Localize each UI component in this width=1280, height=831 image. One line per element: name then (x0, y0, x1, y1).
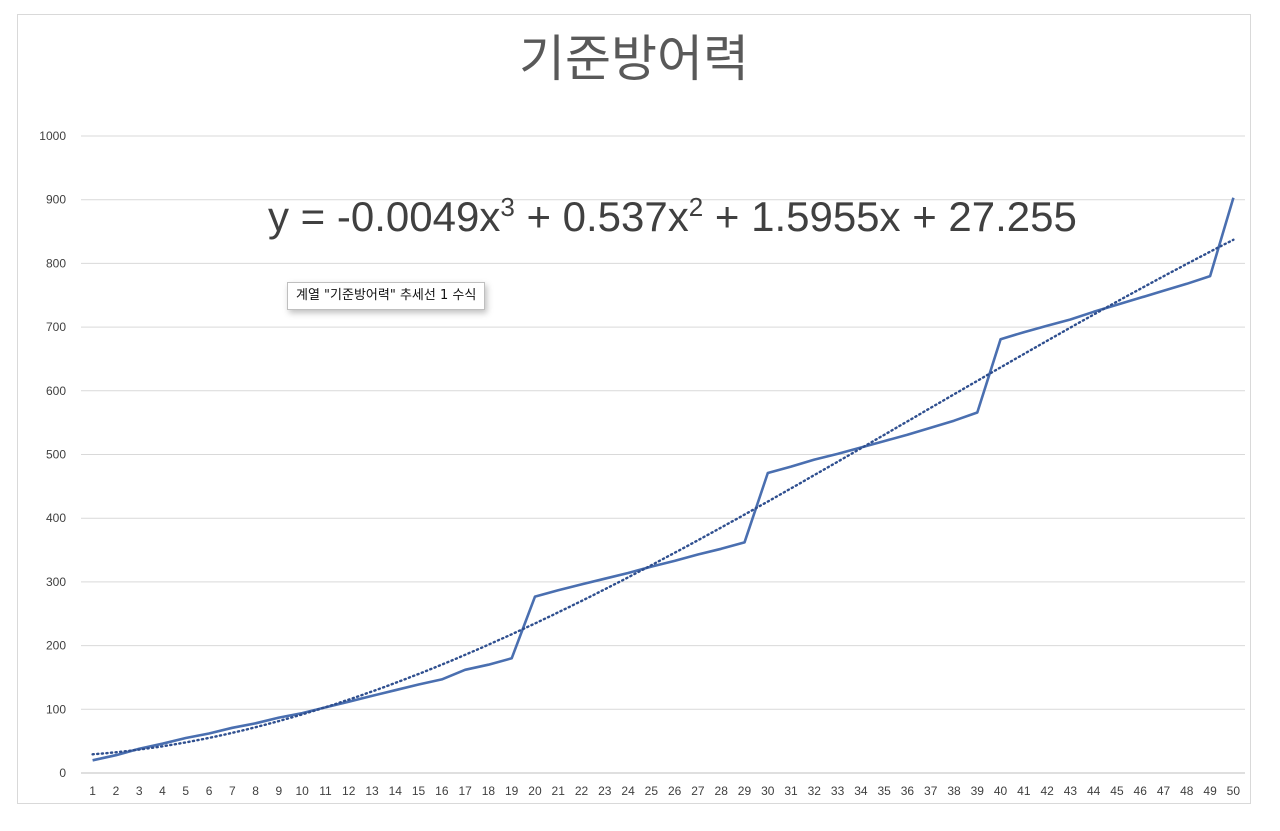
x-tick-label: 11 (319, 784, 332, 798)
x-tick-label: 23 (598, 784, 612, 798)
x-tick-label: 45 (1110, 784, 1124, 798)
x-axis-ticks: 1 2 3 4 5 6 7 8 9 10 11 12 13 14 15 16 17 18 19 20 21 22 23 24 2… (89, 784, 1240, 798)
trendline-equation[interactable]: y = -0.0049x3 + 0.537x2 + 1.5955x + 27.2… (268, 193, 1077, 240)
y-tick-label: 100 (46, 702, 66, 716)
chart-title: 기준방어력 (519, 30, 749, 88)
x-tick-label: 50 (1227, 784, 1241, 798)
x-tick-label: 2 (113, 784, 120, 798)
x-tick-label: 40 (994, 784, 1008, 798)
x-tick-label: 8 (252, 784, 259, 798)
x-tick-label: 22 (575, 784, 589, 798)
x-tick-label: 46 (1134, 784, 1148, 798)
x-tick-label: 32 (808, 784, 822, 798)
x-tick-label: 13 (365, 784, 379, 798)
gridlines (81, 135, 1245, 774)
y-tick-label: 0 (59, 766, 66, 780)
x-tick-label: 24 (621, 784, 635, 798)
x-tick-label: 29 (738, 784, 752, 798)
equation-mid: + 0.537x (514, 193, 689, 240)
x-tick-label: 44 (1087, 784, 1101, 798)
x-tick-label: 1 (89, 784, 96, 798)
y-tick-label: 500 (46, 448, 66, 462)
x-tick-label: 10 (295, 784, 309, 798)
x-tick-label: 14 (389, 784, 403, 798)
x-tick-label: 21 (552, 784, 566, 798)
x-tick-label: 48 (1180, 784, 1194, 798)
x-tick-label: 41 (1017, 784, 1031, 798)
chart-area (17, 14, 1251, 804)
x-tick-label: 27 (691, 784, 705, 798)
x-tick-label: 49 (1203, 784, 1217, 798)
x-tick-label: 7 (229, 784, 236, 798)
x-tick-label: 6 (206, 784, 213, 798)
x-tick-label: 9 (276, 784, 283, 798)
x-tick-label: 28 (715, 784, 729, 798)
x-tick-label: 3 (136, 784, 143, 798)
x-tick-label: 36 (901, 784, 915, 798)
x-tick-label: 15 (412, 784, 426, 798)
x-tick-label: 42 (1040, 784, 1054, 798)
x-tick-label: 18 (482, 784, 496, 798)
y-tick-label: 200 (46, 639, 66, 653)
x-tick-label: 34 (854, 784, 868, 798)
y-tick-label: 600 (46, 384, 66, 398)
y-tick-label: 300 (46, 575, 66, 589)
y-tick-label: 1000 (39, 129, 66, 143)
equation-tail: + 1.5955x + 27.255 (703, 193, 1077, 240)
series-layer (91, 197, 1235, 762)
trendline[interactable] (91, 238, 1235, 756)
trendline-tooltip: 계열 "기준방어력" 추세선 1 수식 (287, 282, 486, 310)
x-tick-label: 37 (924, 784, 938, 798)
y-tick-label: 800 (46, 256, 66, 270)
equation-exp-3: 3 (500, 192, 515, 222)
x-tick-label: 47 (1157, 784, 1171, 798)
x-tick-label: 19 (505, 784, 519, 798)
x-tick-label: 25 (645, 784, 659, 798)
x-tick-label: 5 (182, 784, 189, 798)
x-tick-label: 20 (528, 784, 542, 798)
x-tick-label: 30 (761, 784, 775, 798)
x-tick-label: 12 (342, 784, 356, 798)
y-axis-ticks: 0 100 200 300 400 500 600 700 800 900 1000 (39, 129, 66, 780)
x-tick-label: 38 (947, 784, 961, 798)
series-line[interactable] (92, 197, 1235, 762)
x-tick-label: 35 (877, 784, 891, 798)
x-tick-label: 16 (435, 784, 449, 798)
x-tick-label: 4 (159, 784, 166, 798)
x-tick-label: 17 (458, 784, 472, 798)
equation-exp-2: 2 (688, 192, 704, 222)
x-tick-label: 43 (1064, 784, 1078, 798)
y-tick-label: 400 (46, 511, 66, 525)
y-tick-label: 700 (46, 320, 66, 334)
x-tick-label: 33 (831, 784, 845, 798)
y-tick-label: 900 (46, 193, 66, 207)
x-tick-label: 26 (668, 784, 682, 798)
x-tick-label: 39 (971, 784, 985, 798)
equation-lead: y = -0.0049x (268, 193, 501, 240)
x-tick-label: 31 (784, 784, 798, 798)
